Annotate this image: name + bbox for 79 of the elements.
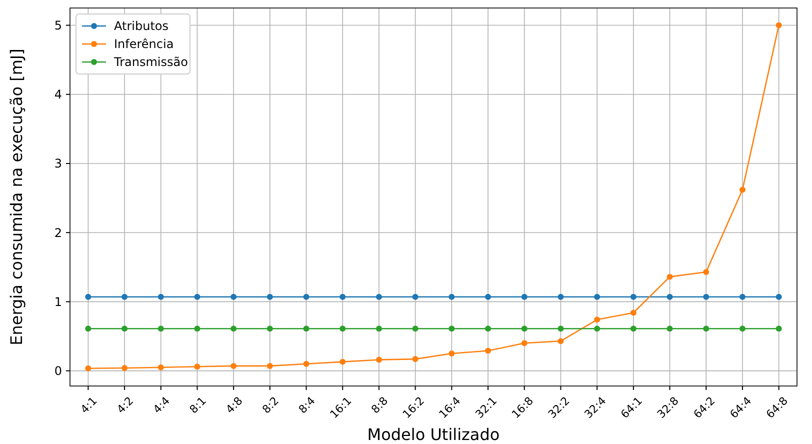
point [521,294,528,300]
point [558,326,564,332]
x-tick-label: 8:4 [296,394,318,416]
point [194,364,200,370]
x-tick-label: 4:8 [223,394,246,416]
point [85,294,92,300]
point [85,365,92,372]
point [594,316,600,323]
y-tick-label: 1 [54,294,62,309]
legend-label: Transmissão [113,55,188,70]
point [122,365,128,372]
point [703,268,710,275]
point [485,348,492,354]
point [776,294,782,300]
point [303,360,310,367]
point [266,362,273,369]
point [666,294,673,300]
point [739,294,746,300]
point [412,294,418,300]
point [630,310,636,316]
y-tick-label: 5 [54,18,62,32]
legend-label: Inferência [114,37,174,52]
point [158,294,164,300]
point [194,294,200,300]
point [266,294,273,300]
point [630,326,636,332]
point [340,358,346,365]
point [194,326,200,332]
point [85,326,92,332]
point [521,340,528,346]
point [340,294,346,300]
legend-label: Atributos [114,19,168,34]
point [594,326,600,332]
point [448,294,455,300]
point [485,326,492,332]
x-tick-label: 4:1 [78,394,100,416]
point [703,326,710,332]
y-tick-label: 0 [54,364,62,378]
point [558,294,564,300]
point [448,326,455,332]
point [122,294,128,300]
point [230,294,237,300]
point [776,22,782,28]
point [594,294,600,300]
x-tick-label: 8:1 [187,394,209,416]
point [630,294,636,300]
point [340,326,346,332]
point [266,326,273,332]
point [485,294,492,300]
point [230,362,237,369]
point [376,294,382,300]
y-tick-label: 2 [54,226,62,240]
point [412,326,418,332]
y-tick-label: 4 [54,88,62,102]
y-tick-label: 3 [54,156,62,171]
point [776,326,782,332]
point [739,186,746,193]
x-axis-title: Modelo Utilizado [367,425,500,444]
point [303,326,310,332]
y-axis-title: Energia consumida na execução [mJ] [7,48,26,346]
point [448,350,455,357]
point [666,326,673,332]
point [230,326,237,332]
point [376,326,382,332]
x-tick-label: 4:4 [150,394,172,416]
x-tick-label: 4:2 [114,394,136,416]
point [158,326,164,332]
point [666,274,673,280]
point [412,356,418,362]
point [558,338,564,344]
x-tick-label: 8:2 [260,394,282,416]
x-tick-label: 8:8 [368,394,391,416]
point [158,364,164,370]
point [376,356,382,363]
point [703,294,710,300]
point [303,294,310,300]
point [521,326,528,332]
point [739,326,746,332]
point [122,326,128,332]
